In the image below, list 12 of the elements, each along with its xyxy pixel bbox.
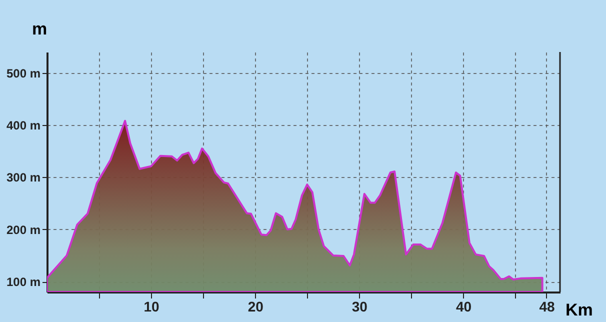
x-tick-label: 10 [144, 298, 160, 314]
y-tick-label: 400 m [6, 118, 40, 133]
y-axis-title: m [32, 20, 48, 38]
x-tick-label: 30 [352, 298, 368, 314]
y-tick-label: 100 m [6, 275, 40, 290]
y-tick-label: 200 m [6, 222, 40, 237]
x-tick-label: 48 [539, 298, 555, 314]
y-tick-label: 500 m [6, 66, 40, 80]
y-tick-label: 300 m [6, 170, 40, 185]
x-axis-title: Km [566, 300, 593, 320]
x-tick-label: 20 [248, 298, 264, 314]
x-tick-label: 40 [456, 298, 472, 314]
